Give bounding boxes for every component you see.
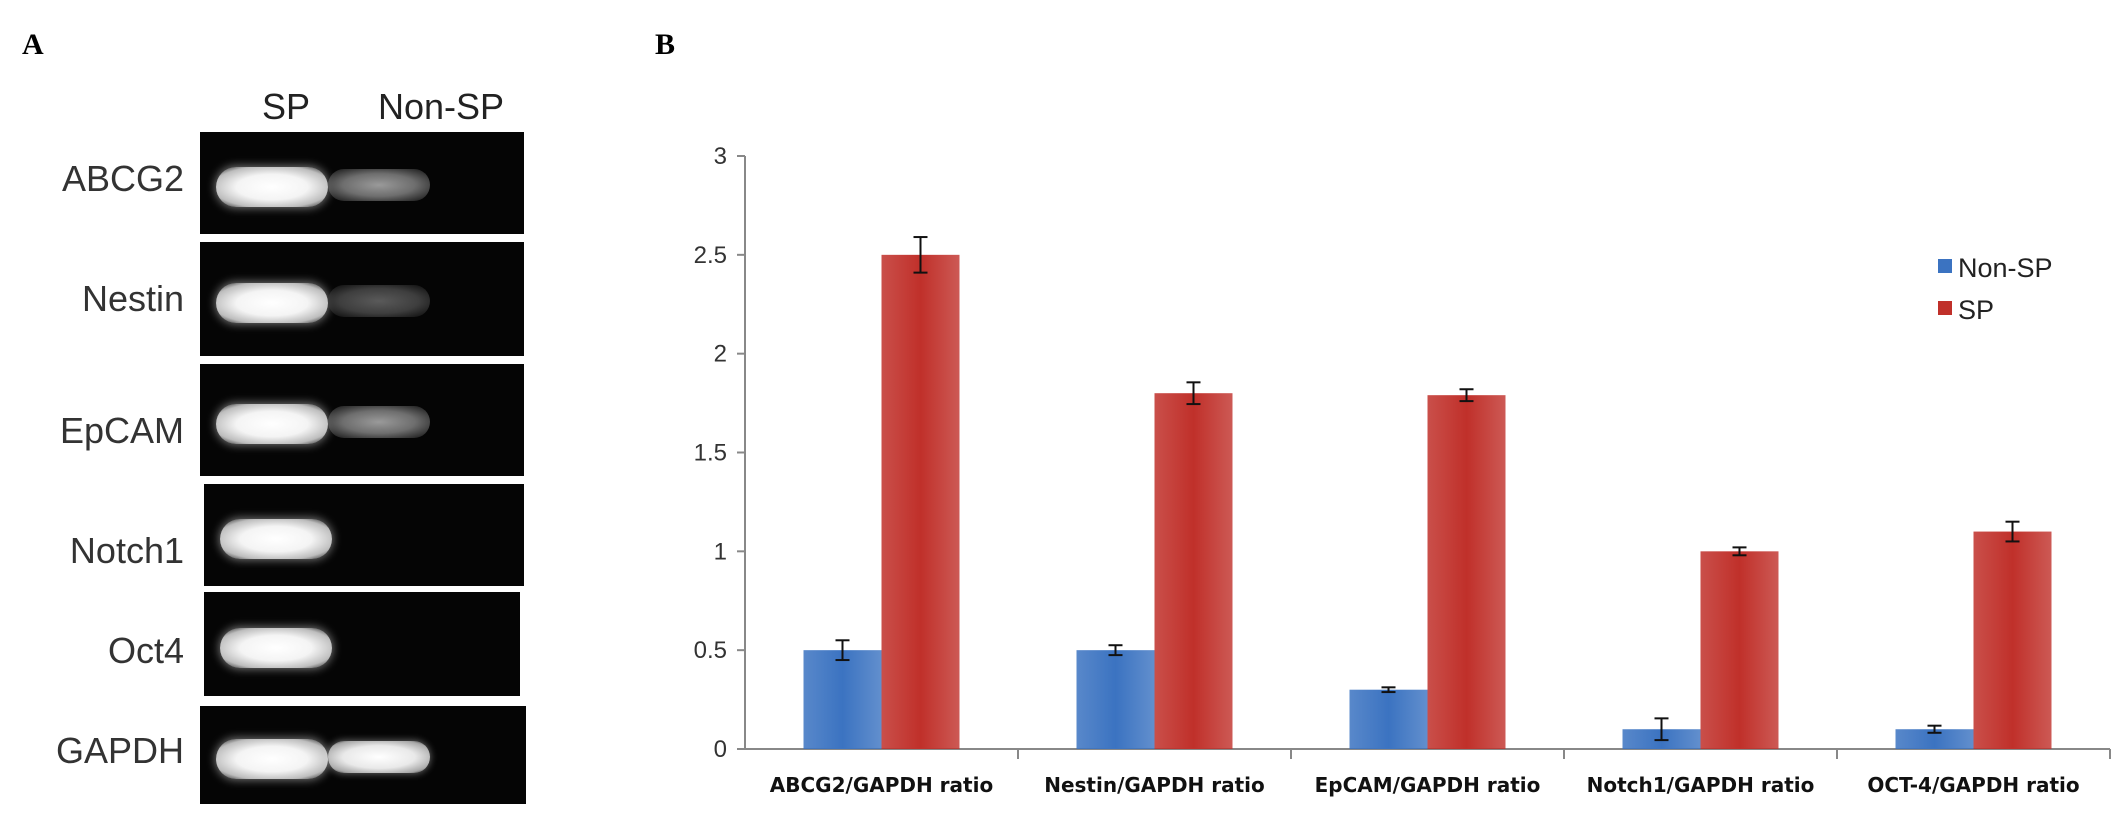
bar-non-sp (1349, 689, 1428, 749)
bar-non-sp (1076, 650, 1155, 749)
chart-legend: Non-SP SP (1938, 253, 2053, 325)
y-tick-label: 1.5 (694, 440, 727, 467)
band-non-sp (328, 285, 430, 317)
band-non-sp (328, 169, 430, 201)
band-non-sp (328, 406, 430, 438)
gel-lane-box (200, 242, 524, 356)
gel-lane-box (204, 484, 524, 586)
gel-lane-box (200, 364, 524, 476)
gel-lane-box (204, 592, 520, 696)
legend-swatch (1938, 259, 1952, 273)
bar-sp (1154, 393, 1233, 749)
gel-column-label-non-sp: Non-SP (378, 86, 505, 127)
band-non-sp (328, 741, 430, 773)
band-sp (216, 283, 328, 323)
legend-swatch (1938, 301, 1952, 315)
gene-label: Notch1 (69, 530, 184, 571)
band-sp (220, 519, 332, 559)
bar-sp (1700, 551, 1779, 749)
gel-lane-box (200, 132, 524, 234)
band-sp (216, 739, 328, 779)
chart-labels: 0 0.5 1 1.5 2 2.5 3 ABCG2/GAPDH ratio Nestin/GAP… (694, 143, 2080, 797)
x-tick-label: OCT-4/GAPDH ratio (1867, 773, 2079, 797)
gene-label: GAPDH (55, 730, 184, 771)
gene-label: ABCG2 (61, 158, 184, 199)
bar-non-sp (803, 650, 882, 749)
band-sp (216, 167, 328, 207)
x-tick-label: ABCG2/GAPDH ratio (770, 773, 993, 797)
y-tick-label: 1 (714, 538, 727, 565)
panel-label-a: A (22, 28, 44, 61)
gene-label: Oct4 (107, 630, 184, 671)
gene-label: EpCAM (59, 410, 184, 451)
x-tick-label: Notch1/GAPDH ratio (1587, 773, 1815, 797)
panel-label-b: B (655, 28, 676, 61)
x-tick-label: EpCAM/GAPDH ratio (1315, 773, 1541, 797)
bar-sp (1427, 395, 1506, 749)
y-tick-label: 2 (714, 341, 727, 368)
bar-sp (1973, 531, 2052, 749)
band-sp (220, 628, 332, 668)
chart-error-bars (835, 236, 2020, 742)
chart-bars (803, 254, 2052, 750)
band-sp (216, 404, 328, 444)
bar-non-sp (1895, 729, 1974, 749)
y-tick-label: 2.5 (694, 242, 727, 269)
gel-column-label-sp: SP (262, 86, 311, 127)
x-tick-label: Nestin/GAPDH ratio (1044, 773, 1265, 797)
gene-label: Nestin (81, 278, 184, 319)
gel-lane-box (200, 706, 526, 804)
bar-sp (881, 254, 960, 750)
y-tick-label: 0.5 (694, 637, 727, 664)
legend-entry: SP (1958, 295, 1994, 325)
legend-entry: Non-SP (1958, 253, 2053, 283)
y-tick-label: 0 (714, 736, 727, 763)
y-tick-label: 3 (714, 143, 727, 170)
